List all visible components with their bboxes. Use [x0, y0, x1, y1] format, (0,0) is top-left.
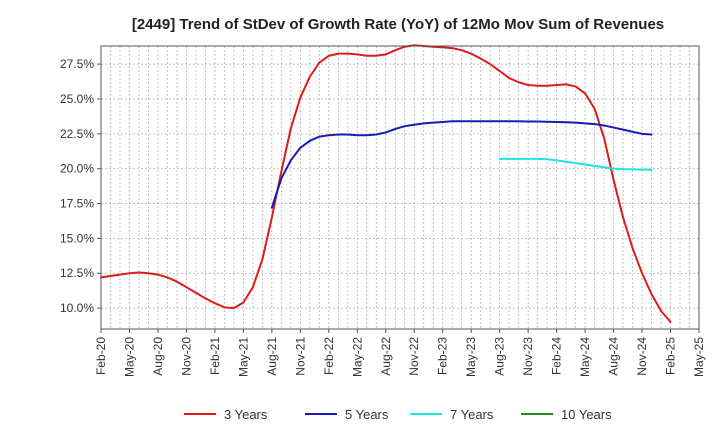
x-tick-label: Nov-22	[407, 337, 421, 376]
legend-label-10-years: 10 Years	[561, 407, 612, 422]
series-line-7-years	[498, 157, 653, 171]
x-tick-label: May-21	[236, 337, 250, 377]
x-tick-label: Nov-24	[635, 337, 649, 376]
x-tick-label: Aug-23	[493, 337, 507, 376]
y-tick-label: 20.0%	[60, 162, 94, 176]
legend-label-5-years: 5 Years	[345, 407, 389, 422]
series-line-3-years	[100, 44, 672, 324]
x-tick-label: Feb-25	[664, 337, 678, 375]
y-tick-label: 12.5%	[60, 266, 94, 280]
x-tick-label: Feb-24	[550, 337, 564, 375]
x-tick-label: Feb-22	[322, 337, 336, 375]
plot-frame	[100, 45, 700, 330]
x-tick-label: Aug-21	[265, 337, 279, 376]
x-tick-label: Aug-22	[379, 337, 393, 376]
x-tick-label: Nov-23	[521, 337, 535, 376]
x-tick-label: May-23	[464, 337, 478, 377]
x-tick-label: May-20	[122, 337, 136, 377]
y-tick-label: 10.0%	[60, 301, 94, 315]
grid	[101, 46, 699, 329]
x-tick-label: Feb-20	[94, 337, 108, 375]
x-tick-label: Nov-21	[293, 337, 307, 376]
x-tick-label: May-24	[578, 337, 592, 377]
legend-label-7-years: 7 Years	[450, 407, 494, 422]
legend: 3 Years 5 Years 7 Years 10 Years	[184, 407, 612, 422]
y-tick-label: 27.5%	[60, 57, 94, 71]
y-tick-label: 22.5%	[60, 127, 94, 141]
chart-title: [2449] Trend of StDev of Growth Rate (Yo…	[132, 16, 664, 33]
series-layer	[100, 44, 672, 324]
x-tick-label: Feb-21	[208, 337, 222, 375]
x-tick-label: Feb-23	[436, 337, 450, 375]
y-tick-label: 25.0%	[60, 92, 94, 106]
x-tick-label: May-22	[350, 337, 364, 377]
x-tick-label: Aug-24	[607, 337, 621, 376]
x-tick-label: Aug-20	[151, 337, 165, 376]
y-axis: 10.0% 12.5% 15.0% 17.5% 20.0% 22.5% 25.0% 27.5%	[60, 57, 101, 315]
y-tick-label: 15.0%	[60, 231, 94, 245]
x-axis: Feb-20 May-20 Aug-20 Nov-20 Feb-21 May-21 Aug-…	[94, 329, 706, 377]
legend-label-3-years: 3 Years	[224, 407, 268, 422]
y-tick-label: 17.5%	[60, 197, 94, 211]
series-line-5-years	[270, 120, 653, 209]
x-tick-label: May-25	[692, 337, 706, 377]
x-tick-label: Nov-20	[179, 337, 193, 376]
